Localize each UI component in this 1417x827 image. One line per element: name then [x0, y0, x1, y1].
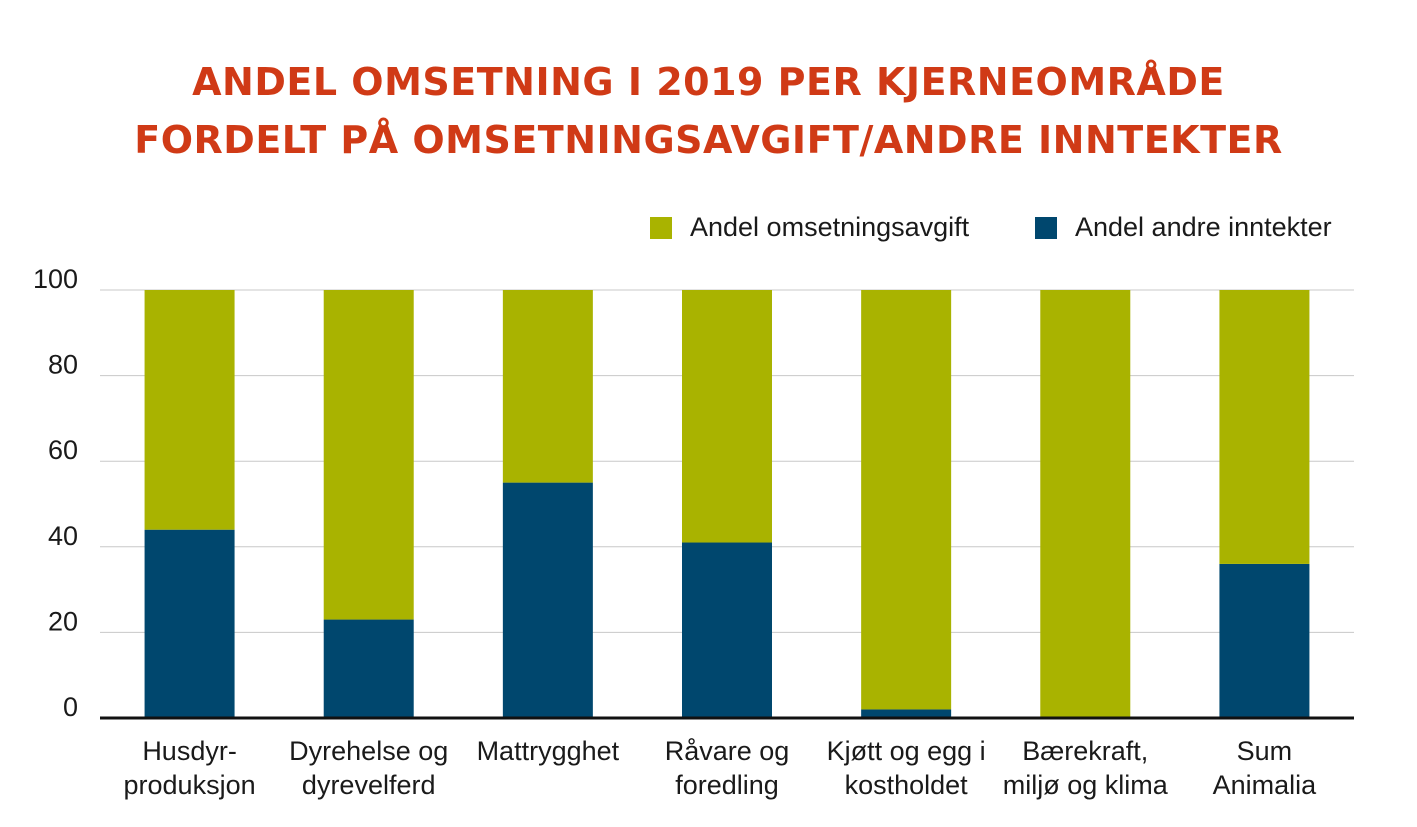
bar-andre-inntekter-3 [682, 542, 772, 718]
legend-item-andre-inntekter: Andel andre inntekter [1035, 212, 1332, 243]
x-tick-label-line: dyrevelferd [302, 770, 436, 800]
y-tick-label-60: 60 [48, 435, 78, 465]
x-tick-label-line: miljø og klima [1003, 770, 1169, 800]
bar-andre-inntekter-6 [1219, 563, 1310, 718]
y-tick-label-0: 0 [63, 692, 78, 722]
chart-title-line-1: ANDEL OMSETNING I 2019 PER KJERNEOMRÅDE [192, 60, 1225, 104]
y-tick-label-100: 100 [33, 264, 78, 294]
x-tick-label-6: Sum Animalia [1213, 736, 1318, 800]
x-tick-label-line: foredling [675, 770, 779, 800]
legend-label-omsetningsavgift: Andel omsetningsavgift [690, 212, 970, 242]
bar-omsetningsavgift-3 [682, 290, 772, 543]
x-tick-label-line: Husdyr- [142, 736, 237, 766]
legend-swatch-andre-inntekter [1035, 216, 1057, 239]
y-tick-label-80: 80 [48, 350, 78, 380]
x-tick-label-line: produksjon [124, 770, 256, 800]
bar-omsetningsavgift-5 [1040, 290, 1131, 718]
x-tick-label-1: Dyrehelse og dyrevelferd [289, 736, 448, 800]
bar-andre-inntekter-4 [861, 709, 952, 718]
x-tick-label-3: Råvare og foredling [665, 736, 790, 800]
x-tick-label-line: Sum [1237, 736, 1293, 766]
x-tick-label-2: Mattrygghet [477, 736, 620, 766]
x-tick-label-line: kostholdet [845, 770, 969, 800]
x-tick-label-0: Husdyr-produksjon [124, 736, 256, 800]
x-tick-label-line: Mattrygghet [477, 736, 620, 766]
x-tick-label-line: Bærekraft, [1022, 736, 1148, 766]
bar-omsetningsavgift-0 [144, 290, 235, 530]
x-tick-label-line: Dyrehelse og [289, 736, 448, 766]
legend-label-andre-inntekter: Andel andre inntekter [1075, 212, 1332, 242]
chart-title-line-2: FORDELT PÅ OMSETNINGSAVGIFT/ANDRE INNTEK… [134, 118, 1283, 162]
legend-item-omsetningsavgift: Andel omsetningsavgift [650, 212, 969, 243]
y-tick-label-40: 40 [48, 521, 78, 551]
bar-omsetningsavgift-1 [323, 290, 414, 620]
bar-andre-inntekter-2 [502, 482, 593, 718]
x-tick-label-line: Kjøtt og egg i [827, 736, 986, 766]
bar-andre-inntekter-1 [323, 619, 414, 718]
bar-omsetningsavgift-4 [861, 290, 952, 710]
bar-omsetningsavgift-2 [502, 290, 593, 483]
x-tick-label-line: Animalia [1213, 770, 1318, 800]
x-tick-label-4: Kjøtt og egg i kostholdet [827, 736, 986, 800]
bar-andre-inntekter-0 [144, 529, 235, 718]
y-tick-label-20: 20 [48, 606, 78, 636]
legend-swatch-omsetningsavgift [650, 216, 672, 239]
x-tick-label-line: Råvare og [665, 736, 790, 766]
x-tick-label-5: Bærekraft, miljø og klima [1003, 736, 1169, 800]
bar-omsetningsavgift-6 [1219, 290, 1310, 564]
